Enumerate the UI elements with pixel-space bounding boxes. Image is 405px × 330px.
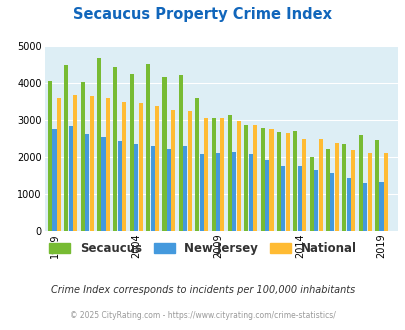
Bar bbox=[183, 146, 187, 231]
Bar bbox=[195, 98, 199, 231]
Bar bbox=[64, 65, 68, 231]
Bar bbox=[134, 144, 138, 231]
Bar bbox=[187, 111, 191, 231]
Bar bbox=[215, 153, 220, 231]
Bar bbox=[211, 118, 215, 231]
Bar bbox=[252, 125, 256, 231]
Bar bbox=[85, 134, 89, 231]
Bar bbox=[292, 131, 296, 231]
Bar bbox=[346, 178, 350, 231]
Bar bbox=[113, 67, 117, 231]
Bar bbox=[162, 77, 166, 231]
Text: Secaucus Property Crime Index: Secaucus Property Crime Index bbox=[73, 7, 332, 21]
Bar bbox=[97, 58, 101, 231]
Bar bbox=[204, 118, 208, 231]
Bar bbox=[106, 98, 110, 231]
Bar bbox=[269, 129, 273, 231]
Bar bbox=[146, 64, 150, 231]
Bar bbox=[73, 95, 77, 231]
Bar bbox=[330, 173, 334, 231]
Bar bbox=[68, 126, 72, 231]
Bar bbox=[334, 144, 338, 231]
Bar bbox=[130, 74, 134, 231]
Bar bbox=[232, 151, 236, 231]
Bar bbox=[57, 98, 61, 231]
Text: Crime Index corresponds to incidents per 100,000 inhabitants: Crime Index corresponds to incidents per… bbox=[51, 285, 354, 295]
Text: © 2025 CityRating.com - https://www.cityrating.com/crime-statistics/: © 2025 CityRating.com - https://www.city… bbox=[70, 311, 335, 320]
Bar bbox=[227, 115, 231, 231]
Bar bbox=[199, 154, 203, 231]
Bar bbox=[276, 132, 280, 231]
Bar bbox=[155, 107, 159, 231]
Bar bbox=[101, 137, 105, 231]
Bar bbox=[301, 139, 305, 231]
Bar bbox=[244, 125, 248, 231]
Bar bbox=[122, 102, 126, 231]
Bar bbox=[236, 121, 240, 231]
Bar bbox=[374, 140, 378, 231]
Bar bbox=[367, 153, 371, 231]
Bar bbox=[264, 160, 269, 231]
Bar bbox=[297, 166, 301, 231]
Bar bbox=[362, 182, 366, 231]
Bar bbox=[81, 82, 85, 231]
Bar bbox=[220, 118, 224, 231]
Bar bbox=[358, 135, 362, 231]
Bar bbox=[383, 153, 387, 231]
Legend: Secaucus, New Jersey, National: Secaucus, New Jersey, National bbox=[45, 237, 360, 260]
Bar bbox=[309, 157, 313, 231]
Bar bbox=[341, 144, 345, 231]
Bar bbox=[325, 149, 329, 231]
Bar bbox=[260, 127, 264, 231]
Bar bbox=[90, 96, 94, 231]
Bar bbox=[150, 147, 154, 231]
Bar bbox=[350, 150, 354, 231]
Bar bbox=[313, 170, 318, 231]
Bar bbox=[52, 129, 56, 231]
Bar bbox=[138, 103, 142, 231]
Bar bbox=[318, 139, 322, 231]
Bar bbox=[248, 154, 252, 231]
Bar bbox=[379, 182, 383, 231]
Bar bbox=[171, 110, 175, 231]
Bar bbox=[166, 149, 171, 231]
Bar bbox=[281, 166, 285, 231]
Bar bbox=[179, 75, 183, 231]
Bar bbox=[48, 81, 52, 231]
Bar bbox=[117, 141, 121, 231]
Bar bbox=[285, 133, 289, 231]
